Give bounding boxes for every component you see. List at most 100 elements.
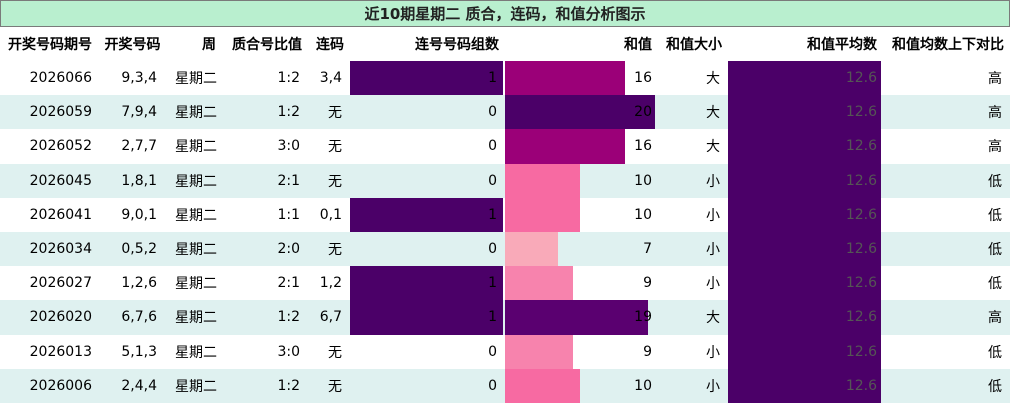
data-bar xyxy=(505,61,625,96)
table-cell: 12.6 xyxy=(845,70,877,87)
table-cell: 1,2 xyxy=(319,275,342,292)
table-cell: 小 xyxy=(706,242,720,259)
table-cell: 2026045 xyxy=(29,172,92,189)
table-cell: 2026013 xyxy=(29,343,92,360)
table-cell: 9 xyxy=(643,343,652,360)
data-bar xyxy=(728,266,881,301)
header-cell: 周 xyxy=(202,37,216,53)
table-cell: 0 xyxy=(488,377,497,394)
table-cell: 2:0 xyxy=(277,241,300,258)
table-cell: 2026041 xyxy=(29,206,92,223)
table-cell: 高 xyxy=(988,105,1002,122)
header-cell: 和值 xyxy=(624,37,652,53)
data-bar xyxy=(505,95,655,130)
header-cell: 和值平均数 xyxy=(807,37,877,53)
table-cell: 星期二 xyxy=(175,207,217,224)
table-cell: 0,5,2 xyxy=(121,241,157,258)
header-cell: 和值均数上下对比 xyxy=(892,37,1004,53)
table-cell: 12.6 xyxy=(845,104,877,121)
table-cell: 2,4,4 xyxy=(121,377,157,394)
header-cell: 开奖号码 xyxy=(104,37,161,53)
table-cell: 0 xyxy=(488,104,497,121)
table-cell: 12.6 xyxy=(845,206,877,223)
table-cell: 大 xyxy=(706,105,720,122)
table-cell: 无 xyxy=(328,242,342,259)
table-cell: 1 xyxy=(488,275,497,292)
data-bar xyxy=(505,163,580,198)
table-cell: 小 xyxy=(706,276,720,293)
table-cell: 5,1,3 xyxy=(121,343,157,360)
table-cell: 10 xyxy=(634,172,652,189)
table-cell: 高 xyxy=(988,71,1002,88)
table-cell: 1:1 xyxy=(277,206,300,223)
data-bar xyxy=(505,232,558,267)
table-cell: 高 xyxy=(988,310,1002,327)
table-cell: 0,1 xyxy=(319,206,342,223)
table-cell: 无 xyxy=(328,139,342,156)
table-cell: 2026059 xyxy=(29,104,92,121)
table-cell: 2026027 xyxy=(29,275,92,292)
table-cell: 1:2 xyxy=(277,70,300,87)
table-cell: 1:2 xyxy=(277,377,300,394)
table-cell: 7 xyxy=(643,241,652,258)
table-cell: 低 xyxy=(988,242,1002,259)
table-cell: 星期二 xyxy=(175,378,217,395)
table-cell: 1:2 xyxy=(277,309,300,326)
table-cell: 3,4 xyxy=(319,70,342,87)
table-cell: 低 xyxy=(988,173,1002,190)
table-cell: 10 xyxy=(634,377,652,394)
table-cell: 10 xyxy=(634,206,652,223)
table-cell: 0 xyxy=(488,138,497,155)
table-cell: 0 xyxy=(488,241,497,258)
data-bar xyxy=(728,232,881,267)
table-cell: 星期二 xyxy=(175,276,217,293)
data-bar xyxy=(728,334,881,369)
data-bar xyxy=(350,197,503,232)
data-bar xyxy=(728,129,881,164)
table-cell: 12.6 xyxy=(845,241,877,258)
table-cell: 2:1 xyxy=(277,275,300,292)
data-bar xyxy=(728,95,881,130)
table-cell: 0 xyxy=(488,172,497,189)
data-bar xyxy=(728,61,881,96)
data-bar xyxy=(350,266,503,301)
table-cell: 6,7,6 xyxy=(121,309,157,326)
data-bar xyxy=(728,300,881,335)
table-cell: 无 xyxy=(328,344,342,361)
table-cell: 星期二 xyxy=(175,173,217,190)
table-cell: 16 xyxy=(634,70,652,87)
data-bar xyxy=(505,197,580,232)
table-cell: 大 xyxy=(706,71,720,88)
table-cell: 12.6 xyxy=(845,172,877,189)
table-cell: 0 xyxy=(488,343,497,360)
data-bar xyxy=(350,61,503,96)
header-cell: 连号号码组数 xyxy=(415,37,499,53)
table-cell: 1 xyxy=(488,309,497,326)
table-cell: 2026020 xyxy=(29,309,92,326)
table-cell: 大 xyxy=(706,310,720,327)
table-cell: 3:0 xyxy=(277,343,300,360)
table-cell: 星期二 xyxy=(175,71,217,88)
table-cell: 12.6 xyxy=(845,309,877,326)
table-cell: 星期二 xyxy=(175,310,217,327)
header-cell: 和值大小 xyxy=(666,37,722,53)
table-cell: 2026006 xyxy=(29,377,92,394)
table-cell: 6,7 xyxy=(319,309,342,326)
table-cell: 低 xyxy=(988,276,1002,293)
table-cell: 9,3,4 xyxy=(121,70,157,87)
data-bar xyxy=(350,300,503,335)
table-cell: 低 xyxy=(988,207,1002,224)
table-cell: 星期二 xyxy=(175,344,217,361)
table-cell: 1,8,1 xyxy=(121,172,157,189)
table-cell: 12.6 xyxy=(845,275,877,292)
table-cell: 16 xyxy=(634,138,652,155)
table-cell: 9,0,1 xyxy=(121,206,157,223)
table-cell: 小 xyxy=(706,344,720,361)
table-cell: 12.6 xyxy=(845,377,877,394)
table-cell: 小 xyxy=(706,173,720,190)
table-cell: 无 xyxy=(328,105,342,122)
table-cell: 19 xyxy=(634,309,652,326)
table-cell: 7,9,4 xyxy=(121,104,157,121)
table-cell: 2026066 xyxy=(29,70,92,87)
